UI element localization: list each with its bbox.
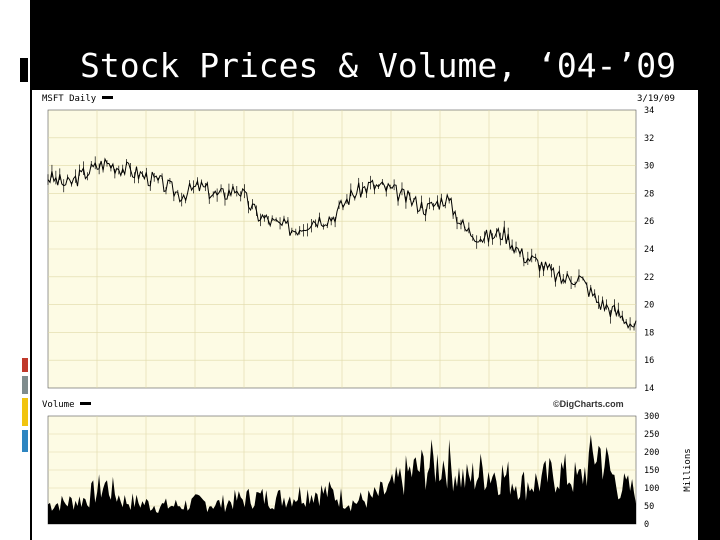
- y-tick-label: 32: [644, 134, 654, 144]
- y-tick-label: 0: [644, 520, 649, 530]
- volume-unit-label: Millions: [683, 448, 693, 491]
- y-tick-label: 28: [644, 189, 654, 199]
- y-tick-label: 20: [644, 301, 654, 311]
- y-tick-label: 300: [644, 412, 659, 422]
- y-tick-label: 26: [644, 217, 654, 227]
- chart-source-credit: ©DigCharts.com: [553, 399, 624, 409]
- volume-legend-swatch: [80, 402, 91, 405]
- y-tick-label: 14: [644, 384, 654, 394]
- volume-series: [48, 434, 636, 524]
- y-tick-label: 50: [644, 502, 654, 512]
- accent-bar-red: [22, 358, 28, 372]
- volume-panel-label: Volume: [42, 400, 75, 410]
- accent-bar-blue: [22, 430, 28, 452]
- accent-bar-yellow: [22, 398, 28, 426]
- price-series: [47, 156, 637, 331]
- y-tick-label: 200: [644, 448, 659, 458]
- y-tick-label: 30: [644, 162, 654, 172]
- slide-title: Stock Prices & Volume, ‘04-’09: [80, 46, 677, 85]
- price-date-label: 3/19/09: [637, 94, 675, 104]
- y-tick-label: 24: [644, 245, 654, 255]
- y-tick-label: 34: [644, 106, 654, 116]
- slide-bullet: [18, 54, 30, 86]
- price-grid: [48, 110, 636, 388]
- y-tick-label: 16: [644, 356, 654, 366]
- y-tick-label: 250: [644, 430, 659, 440]
- price-panel-label: MSFT Daily: [42, 94, 97, 104]
- price-y-ticks: 34 32 30 28 26 24 22 20 18 16 14: [644, 106, 654, 394]
- accent-bar-grey: [22, 376, 28, 394]
- volume-y-ticks: 300 250 200 150 100 50 0: [644, 412, 659, 530]
- y-tick-label: 150: [644, 466, 659, 476]
- price-legend-swatch: [102, 96, 113, 99]
- volume-area: [48, 434, 636, 524]
- y-tick-label: 22: [644, 273, 654, 283]
- y-tick-label: 18: [644, 328, 654, 338]
- y-tick-label: 100: [644, 484, 659, 494]
